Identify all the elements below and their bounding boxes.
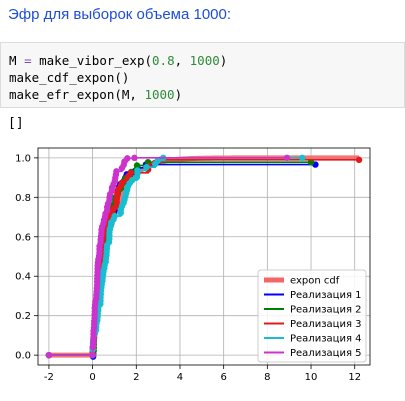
section-heading: Эфр для выборок объема 1000: bbox=[8, 6, 232, 23]
ecdf-point-4 bbox=[134, 167, 141, 174]
ecdf-point-5 bbox=[45, 351, 53, 359]
legend-box bbox=[257, 269, 367, 363]
ecdf-point-2 bbox=[133, 162, 141, 169]
plot-frame bbox=[37, 147, 371, 366]
ecdf-point-4 bbox=[154, 157, 161, 164]
ecdf-point-5 bbox=[124, 155, 131, 162]
legend-label: Реализация 1 bbox=[290, 290, 362, 301]
ecdf-point-5 bbox=[89, 351, 96, 359]
x-tick-label: 0 bbox=[89, 372, 95, 383]
ecdf-point-3 bbox=[127, 169, 134, 177]
code-operator: = bbox=[24, 53, 32, 68]
x-tick-label: -2 bbox=[44, 372, 54, 383]
x-tick-label: 2 bbox=[133, 372, 139, 383]
code-var: M bbox=[9, 53, 17, 68]
ecdf-chart: -2 0 2 4 6 8 10 12 0.0 0.2 0.4 0.6 0.8 1.0 expon cdf Ре… bbox=[15, 147, 371, 383]
y-tick-label: 0.8 bbox=[15, 193, 31, 204]
y-tick-label: 0.6 bbox=[15, 232, 31, 243]
code-var: M bbox=[121, 87, 130, 102]
ecdf-point-4 bbox=[128, 177, 136, 184]
code-sep: , bbox=[129, 87, 145, 102]
code-line-3: make_efr_expon(M, 1000) bbox=[9, 86, 404, 103]
code-func: make_vibor_exp( bbox=[39, 53, 153, 68]
y-tick-label: 1.0 bbox=[15, 153, 31, 164]
code-func: make_efr_expon( bbox=[9, 87, 122, 102]
code-func: make_cdf_expon() bbox=[9, 70, 130, 85]
x-tick-label: 8 bbox=[264, 372, 270, 383]
ecdf-point-4 bbox=[143, 164, 150, 171]
ecdf-point-5 bbox=[283, 154, 291, 162]
code-paren: ) bbox=[219, 53, 228, 68]
legend-label: Реализация 2 bbox=[290, 305, 362, 316]
ecdf-point-3 bbox=[355, 156, 363, 164]
x-tick-label: 10 bbox=[305, 372, 318, 383]
code-num: 1000 bbox=[144, 87, 175, 102]
ecdf-point-4 bbox=[111, 212, 118, 220]
code-sep: , bbox=[174, 53, 190, 68]
ecdf-point-5 bbox=[131, 154, 138, 162]
legend-label: expon cdf bbox=[290, 276, 340, 287]
legend-label: Реализация 4 bbox=[290, 334, 362, 345]
code-num: 1000 bbox=[189, 53, 220, 68]
code-num: 0.8 bbox=[152, 53, 175, 68]
ecdf-point-3 bbox=[118, 179, 126, 186]
x-tick-label: 6 bbox=[220, 372, 226, 383]
code-line-1: M = make_vibor_exp(0.8, 1000) bbox=[9, 52, 404, 69]
x-tick-label: 4 bbox=[177, 372, 183, 383]
code-line-2: make_cdf_expon() bbox=[9, 69, 404, 86]
y-tick-label: 0.2 bbox=[15, 311, 31, 322]
y-tick-label: 0.4 bbox=[15, 272, 31, 283]
x-tick-label: 12 bbox=[348, 372, 361, 383]
legend-label: Реализация 5 bbox=[290, 348, 362, 359]
ecdf-point-5 bbox=[113, 168, 120, 175]
legend-label: Реализация 3 bbox=[290, 319, 362, 330]
ecdf-point-4 bbox=[299, 154, 306, 162]
code-paren: ) bbox=[174, 87, 183, 102]
y-tick-label: 0.0 bbox=[15, 351, 31, 362]
code-cell[interactable]: M = make_vibor_exp(0.8, 1000) make_cdf_e… bbox=[0, 42, 405, 108]
cell-output: [] bbox=[8, 116, 24, 131]
